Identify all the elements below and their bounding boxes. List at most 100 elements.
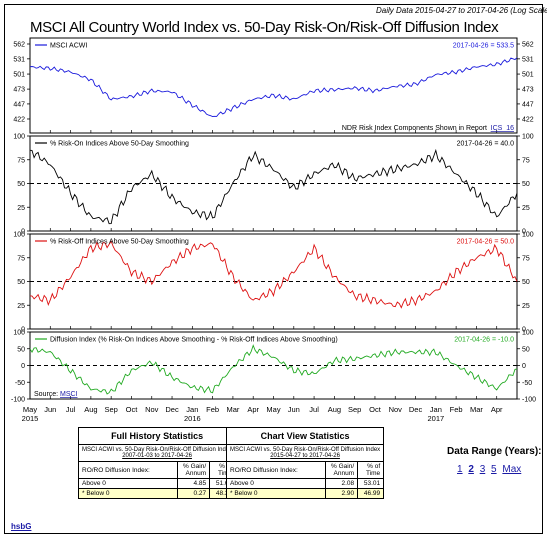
legend-label-risk_on: % Risk-On Indices Above 50-Day Smoothing	[50, 141, 189, 148]
x-year-label: 2016	[184, 414, 201, 423]
y-tick-label-right: 50	[522, 279, 530, 286]
full-stats-title: Full History Statistics	[77, 427, 237, 445]
series-line-risk_off	[29, 240, 518, 309]
y-tick-label-right: 25	[522, 205, 530, 212]
row-time: 53.01	[357, 478, 385, 489]
series-line-acwi	[29, 57, 518, 117]
range-option-2y[interactable]: 2	[468, 464, 474, 475]
y-tick-label-left: 25	[17, 303, 25, 310]
chart-title: MSCI All Country World Index vs. 50-Day …	[30, 19, 499, 36]
x-tick-label: Apr	[247, 405, 259, 414]
y-tick-label-right: 100	[522, 134, 534, 141]
brand-logo[interactable]: hsbG	[11, 522, 32, 531]
y-tick-label-left: 100	[13, 330, 25, 337]
y-tick-label-left: 0	[21, 363, 25, 370]
y-tick-label-right: 473	[522, 87, 534, 94]
report-note: NDR Risk Index Components Shown in Repor…	[342, 125, 487, 132]
row-label: Above 0	[225, 478, 327, 489]
view-stats-title: Chart View Statistics	[225, 427, 385, 445]
x-tick-label: Jan	[430, 405, 442, 414]
y-tick-label-left: 100	[13, 134, 25, 141]
report-link: ICS_16	[491, 125, 514, 132]
y-tick-label-right: 562	[522, 41, 534, 48]
range-option-max[interactable]: Max	[502, 464, 522, 475]
y-tick-label-right: 422	[522, 116, 534, 123]
x-tick-label: Nov	[145, 405, 159, 414]
x-tick-label: Nov	[389, 405, 403, 414]
view-row-above: Above 0 2.08 53.01	[225, 478, 385, 489]
y-tick-label-right: 75	[522, 255, 530, 262]
x-tick-label: May	[266, 405, 280, 414]
full-history-stats-table: Full History Statistics MSCI ACWI vs. 50…	[77, 427, 237, 499]
view-stats-period: 2015-04-27 to 2017-04-26	[270, 453, 340, 459]
full-col-label: RO/RO Diffusion Index:	[77, 461, 179, 479]
panel-border-acwi	[29, 37, 518, 134]
full-col-gain: % Gain/ Annum	[177, 461, 211, 479]
row-gain: 4.85	[177, 478, 211, 489]
x-tick-label: Feb	[450, 405, 463, 414]
chart-frame	[4, 4, 543, 534]
full-row-above: Above 0 4.85 51.65	[77, 478, 237, 489]
y-tick-label-right: 0	[522, 229, 526, 236]
annotation-diffusion: 2017-04-26 = -10.0	[454, 337, 514, 344]
y-tick-label-left: 50	[17, 346, 25, 353]
y-tick-label-left: 50	[17, 181, 25, 188]
y-tick-label-left: 0	[21, 327, 25, 334]
y-tick-label-left: 75	[17, 255, 25, 262]
x-tick-label: Jul	[309, 405, 319, 414]
y-tick-label-right: 0	[522, 327, 526, 334]
y-tick-label-right: 447	[522, 101, 534, 108]
row-time: 46.99	[357, 488, 385, 499]
y-tick-label-right: 75	[522, 157, 530, 164]
x-tick-label: Jul	[66, 405, 76, 414]
y-tick-label-left: -50	[15, 380, 25, 387]
x-tick-label: Apr	[491, 405, 503, 414]
data-range-note: Daily Data 2015-04-27 to 2017-04-26 (Log…	[376, 6, 547, 15]
view-col-gain: % Gain/ Annum	[325, 461, 359, 479]
x-tick-label: Aug	[84, 405, 97, 414]
y-tick-label-left: 562	[13, 41, 25, 48]
annotation-acwi: 2017-04-26 = 533.5	[453, 43, 514, 50]
y-tick-label-right: 531	[522, 56, 534, 63]
full-stats-subtitle: MSCI ACWI vs. 50-Day Risk-On/Risk-Off Di…	[77, 444, 237, 462]
full-stats-period: 2007-01-03 to 2017-04-26	[122, 453, 192, 459]
x-tick-label: Jun	[44, 405, 56, 414]
x-tick-label: Dec	[409, 405, 423, 414]
row-label: Above 0	[77, 478, 179, 489]
range-option-1y[interactable]: 1	[457, 464, 463, 475]
range-option-5y[interactable]: 5	[491, 464, 497, 475]
source-label: Source:	[34, 391, 58, 398]
x-tick-label: May	[23, 405, 37, 414]
range-option-3y[interactable]: 3	[479, 464, 486, 475]
source-link: MSCI	[60, 391, 78, 398]
row-gain: 2.90	[325, 488, 359, 499]
legend-label-acwi: MSCI ACWI	[50, 43, 87, 50]
y-tick-label-left: 473	[13, 87, 25, 94]
x-tick-label: Sep	[104, 405, 117, 414]
y-tick-label-right: -100	[522, 397, 536, 404]
series-line-risk_on	[29, 148, 518, 225]
x-tick-label: Oct	[369, 405, 382, 414]
annotation-risk_off: 2017-04-26 = 50.0	[457, 239, 515, 246]
view-col-time: % of Time	[357, 461, 385, 479]
data-range-options: 1 2 3 5 Max	[457, 464, 524, 475]
annotation-risk_on: 2017-04-26 = 40.0	[457, 141, 515, 148]
y-tick-label-right: 100	[522, 330, 534, 337]
legend-label-diffusion: Diffusion Index (% Risk-On Indices Above…	[50, 337, 338, 344]
y-tick-label-left: 25	[17, 205, 25, 212]
y-tick-label-right: 0	[522, 363, 526, 370]
x-tick-label: Jun	[288, 405, 300, 414]
y-tick-label-left: 100	[13, 232, 25, 239]
x-tick-label: Feb	[206, 405, 219, 414]
y-tick-label-right: 501	[522, 72, 534, 79]
y-tick-label-left: 531	[13, 56, 25, 63]
y-tick-label-left: 75	[17, 157, 25, 164]
x-tick-label: Dec	[165, 405, 179, 414]
x-tick-label: Mar	[470, 405, 483, 414]
row-gain: 0.27	[177, 488, 211, 499]
data-range-label: Data Range (Years):	[447, 446, 542, 457]
view-stats-subtitle-text: MSCI ACWI vs. 50-Day Risk-On/Risk-Off Di…	[230, 447, 381, 453]
full-row-below: * Below 0 0.27 48.35	[77, 488, 237, 499]
y-tick-label-left: 0	[21, 229, 25, 236]
